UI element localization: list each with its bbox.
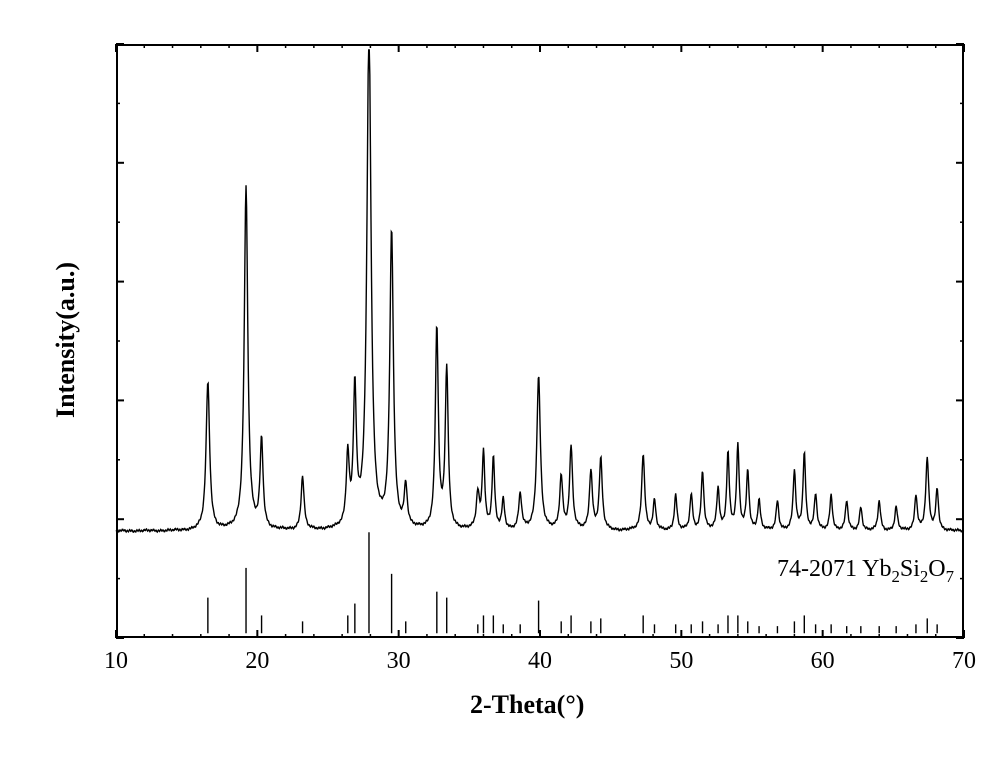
x-tick-label: 10 xyxy=(104,648,128,674)
x-tick-label: 40 xyxy=(528,648,552,674)
plot-border xyxy=(116,44,964,638)
reference-card-label: 74-2071 Yb2Si2O7 xyxy=(777,556,954,587)
x-tick-label: 50 xyxy=(669,648,693,674)
x-tick-label: 30 xyxy=(387,648,411,674)
y-axis-label: Intensity(a.u.) xyxy=(51,240,81,440)
x-axis-label: 2-Theta(°) xyxy=(470,690,584,720)
xrd-chart: 10 20 30 40 50 60 70 Intensity(a.u.) 2-Theta(°… xyxy=(0,0,997,763)
x-tick-label: 60 xyxy=(811,648,835,674)
x-tick-label: 20 xyxy=(245,648,269,674)
x-tick-label: 70 xyxy=(952,648,976,674)
